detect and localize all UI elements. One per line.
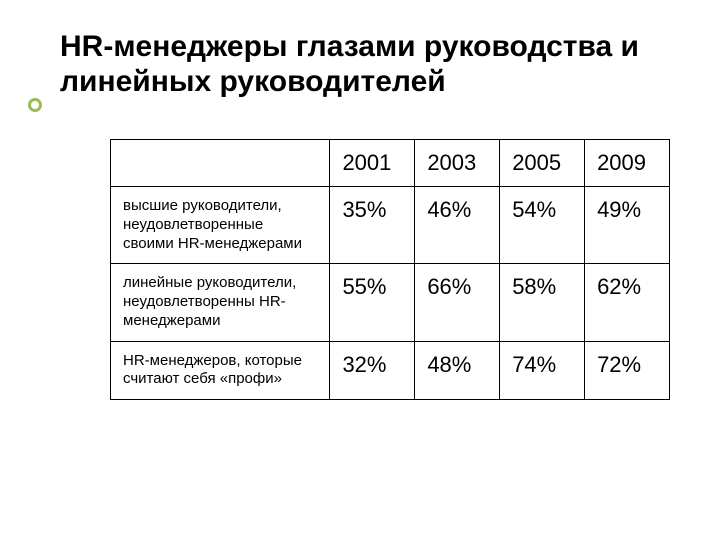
table-row: HR-менеджеров, которые считают себя «про… (111, 341, 670, 400)
cell-1-0: 55% (330, 264, 415, 341)
cell-0-3: 49% (585, 187, 670, 264)
cell-2-1: 48% (415, 341, 500, 400)
cell-2-0: 32% (330, 341, 415, 400)
cell-1-2: 58% (500, 264, 585, 341)
data-table: 2001 2003 2005 2009 высшие руководители,… (110, 139, 670, 400)
header-col-1: 2003 (415, 140, 500, 187)
header-col-2: 2005 (500, 140, 585, 187)
cell-2-2: 74% (500, 341, 585, 400)
row-label-2: HR-менеджеров, которые считают себя «про… (111, 341, 330, 400)
cell-0-1: 46% (415, 187, 500, 264)
table-row: высшие руководители, неудовлетворенные с… (111, 187, 670, 264)
table-header-row: 2001 2003 2005 2009 (111, 140, 670, 187)
cell-0-0: 35% (330, 187, 415, 264)
row-label-1: линейные руководители, неудовлетворенны … (111, 264, 330, 341)
bullet-decoration (28, 98, 42, 112)
header-col-0: 2001 (330, 140, 415, 187)
header-empty (111, 140, 330, 187)
row-label-0: высшие руководители, неудовлетворенные с… (111, 187, 330, 264)
header-col-3: 2009 (585, 140, 670, 187)
table-row: линейные руководители, неудовлетворенны … (111, 264, 670, 341)
cell-0-2: 54% (500, 187, 585, 264)
slide-title: HR-менеджеры глазами руководства и линей… (60, 30, 680, 99)
cell-1-3: 62% (585, 264, 670, 341)
cell-1-1: 66% (415, 264, 500, 341)
cell-2-3: 72% (585, 341, 670, 400)
